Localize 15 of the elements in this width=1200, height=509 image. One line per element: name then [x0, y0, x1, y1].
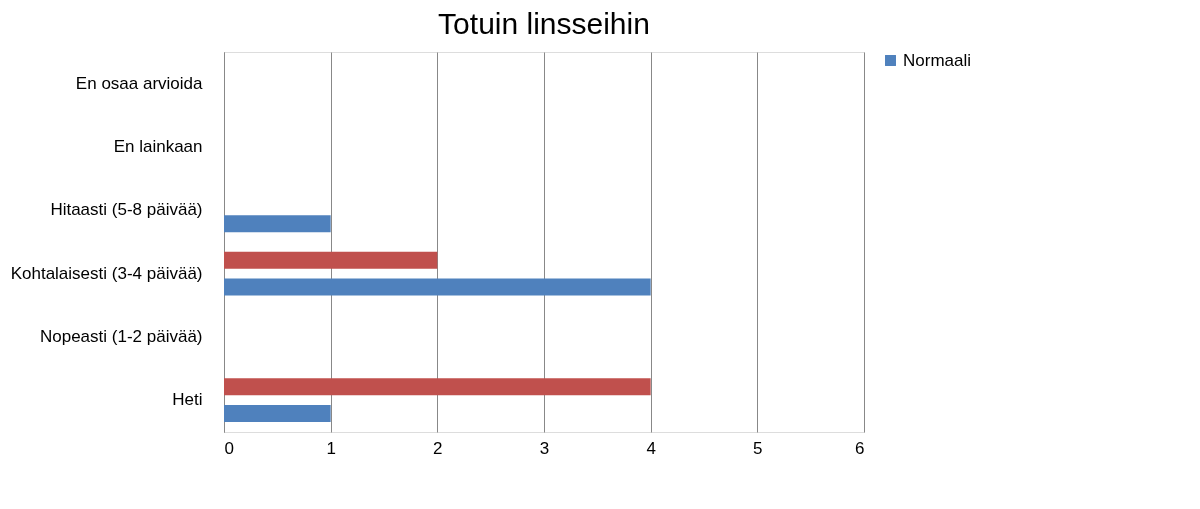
y-tick-label: Hitaasti (5-8 päivää): [50, 200, 203, 220]
x-tick-label: 2: [433, 438, 443, 458]
x-tick-label: 0: [224, 438, 234, 458]
y-tick-label: Kohtalaisesti (3-4 päivää): [10, 263, 203, 283]
x-tick-label: 1: [326, 438, 336, 458]
y-tick-label: Nopeasti (1-2 päivää): [39, 326, 203, 346]
chart-title: Totuin linsseihin: [438, 7, 650, 40]
legend-label: Normaali: [903, 50, 972, 70]
x-tick-label: 4: [646, 438, 656, 458]
x-tick-label: 3: [539, 438, 550, 458]
y-tick-label: Heti: [172, 390, 203, 410]
x-tick-label: 6: [855, 438, 865, 458]
y-tick-label: En lainkaan: [113, 137, 203, 157]
x-tick-label: 5: [753, 438, 763, 458]
y-tick-label: En osaa arvioida: [75, 73, 204, 93]
